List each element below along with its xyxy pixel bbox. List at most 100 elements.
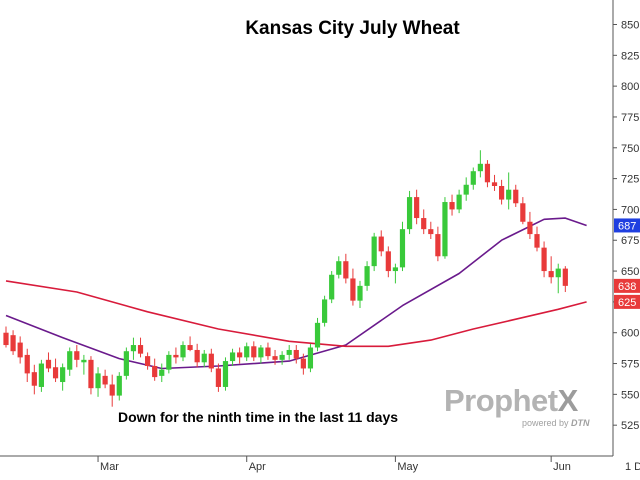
candle-down — [137, 345, 144, 354]
y-tick-label: 675 — [621, 235, 639, 247]
y-tick-label: 800 — [621, 81, 639, 93]
candle-up — [38, 363, 44, 387]
candle-down — [74, 351, 80, 360]
candle-up — [180, 345, 186, 358]
candle-down — [449, 202, 455, 210]
candle-down — [237, 352, 243, 358]
candle-down — [208, 353, 214, 369]
candle-up — [258, 347, 264, 358]
candle-down — [513, 189, 519, 204]
candle-down — [31, 372, 37, 386]
candle-up — [159, 369, 165, 376]
candle-up — [371, 236, 377, 267]
candle-up — [406, 197, 413, 230]
candle-down — [385, 251, 391, 272]
y-tick-label: 525 — [621, 420, 639, 432]
price-tag-label: 625 — [618, 297, 636, 309]
candle-up — [456, 194, 462, 210]
candle-down — [343, 261, 349, 279]
y-tick-label: 550 — [621, 389, 639, 401]
candle-up — [244, 346, 250, 358]
x-tick-label: May — [397, 461, 418, 473]
candle-down — [173, 354, 179, 358]
chart-annotation: Down for the ninth time in the last 11 d… — [118, 409, 399, 425]
candle-up — [555, 268, 561, 278]
y-tick-label: 575 — [621, 359, 639, 371]
candle-down — [215, 368, 221, 387]
y-tick-label: 850 — [621, 19, 639, 31]
candle-down — [491, 182, 498, 186]
y-tick-label: 725 — [621, 174, 639, 186]
y-tick-label: 700 — [621, 204, 639, 216]
y-tick-label: 750 — [621, 143, 639, 155]
candle-down — [534, 234, 540, 248]
price-tag — [614, 218, 640, 233]
candle-up — [166, 354, 172, 370]
candle-down — [562, 268, 568, 286]
candle-down — [251, 346, 257, 358]
candle-up — [336, 261, 342, 275]
candle-down — [24, 354, 30, 374]
candle-down — [520, 203, 526, 222]
candle-down — [194, 349, 200, 363]
candle-down — [265, 347, 271, 357]
candle-up — [314, 322, 321, 348]
candle-up — [470, 171, 476, 185]
candle-down — [45, 359, 52, 369]
candle-up — [329, 274, 335, 300]
candle-down — [88, 359, 94, 389]
candle-up — [201, 353, 207, 363]
candle-down — [3, 332, 9, 346]
candle-up — [229, 352, 236, 362]
x-extra-label: 1 D — [625, 461, 640, 473]
candle-up — [123, 351, 129, 376]
candle-up — [322, 299, 328, 323]
candle-down — [272, 356, 278, 360]
x-tick-label: Mar — [100, 461, 119, 473]
candle-up — [81, 359, 87, 363]
moving-average-line-purple — [5, 217, 587, 370]
price-tag — [614, 278, 640, 293]
x-tick-label: Apr — [249, 461, 266, 473]
candle-down — [152, 366, 158, 378]
candle-down — [10, 335, 16, 352]
y-tick-label: 775 — [621, 112, 639, 124]
candle-down — [102, 375, 108, 385]
candle-up — [399, 229, 406, 268]
candle-up — [116, 375, 122, 396]
candle-up — [364, 266, 370, 286]
moving-average-line-red — [5, 280, 587, 348]
x-tick-label: Jun — [553, 461, 571, 473]
candle-down — [527, 221, 533, 235]
candle-up — [392, 267, 398, 272]
candle-up — [463, 184, 469, 195]
candle-down — [421, 218, 427, 230]
candle-down — [378, 236, 384, 252]
candle-down — [187, 345, 193, 350]
candle-up — [67, 351, 73, 370]
candle-down — [428, 229, 434, 235]
candle-down — [435, 234, 441, 257]
candle-down — [17, 342, 23, 358]
candle-down — [414, 197, 420, 219]
candle-down — [293, 349, 299, 359]
candle-down — [499, 186, 505, 200]
prophetx-logo: ProphetX powered by DTN — [444, 383, 590, 429]
candle-up — [95, 373, 101, 389]
y-tick-label: 650 — [621, 266, 639, 278]
candle-up — [279, 354, 285, 360]
price-tag-label: 687 — [618, 220, 636, 232]
y-tick-label: 825 — [621, 50, 639, 62]
y-tick-label: 600 — [621, 328, 639, 340]
candle-down — [145, 356, 151, 366]
candle-up — [442, 202, 448, 257]
candle-down — [52, 367, 59, 379]
candle-up — [60, 367, 66, 383]
candle-up — [506, 189, 512, 200]
price-tag — [614, 294, 640, 309]
candle-up — [286, 349, 292, 355]
candle-down — [548, 271, 554, 278]
candle-up — [222, 361, 229, 387]
